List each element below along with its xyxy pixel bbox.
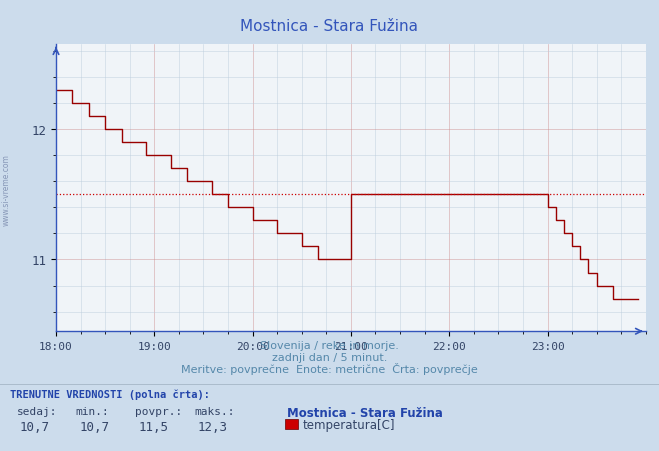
Text: min.:: min.: [76,406,109,416]
Text: maks.:: maks.: [194,406,235,416]
Text: TRENUTNE VREDNOSTI (polna črta):: TRENUTNE VREDNOSTI (polna črta): [10,389,210,399]
Text: Meritve: povprečne  Enote: metrične  Črta: povprečje: Meritve: povprečne Enote: metrične Črta:… [181,363,478,375]
Text: povpr.:: povpr.: [135,406,183,416]
Text: 10,7: 10,7 [20,420,50,433]
Text: Slovenija / reke in morje.: Slovenija / reke in morje. [260,341,399,350]
Text: 11,5: 11,5 [138,420,169,433]
Text: www.si-vreme.com: www.si-vreme.com [2,153,11,226]
Text: 12,3: 12,3 [198,420,228,433]
Text: 10,7: 10,7 [79,420,109,433]
Text: sedaj:: sedaj: [16,406,57,416]
Text: temperatura[C]: temperatura[C] [303,418,395,431]
Text: Mostnica - Stara Fužina: Mostnica - Stara Fužina [241,18,418,34]
Text: Mostnica - Stara Fužina: Mostnica - Stara Fužina [287,406,443,419]
Text: zadnji dan / 5 minut.: zadnji dan / 5 minut. [272,352,387,362]
